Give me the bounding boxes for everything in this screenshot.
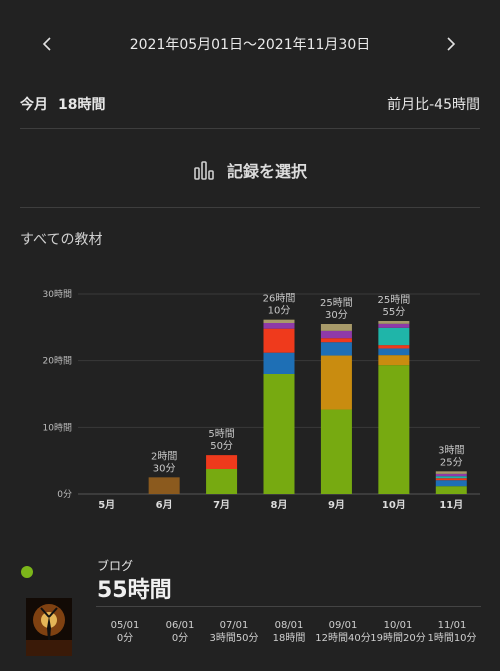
monthly-date: 06/01	[165, 620, 195, 631]
bar-segment	[378, 321, 410, 324]
monthly-value: 3時間50分	[209, 633, 259, 644]
monthly-value: 18時間	[272, 633, 306, 644]
bar-total-label: 2時間	[151, 450, 177, 462]
bar-total-label: 25時間	[377, 294, 410, 306]
y-tick-label: 10時間	[43, 422, 72, 433]
next-period-button[interactable]	[436, 30, 466, 58]
y-tick-label: 20時間	[43, 356, 72, 367]
bar-segment	[435, 476, 467, 479]
bar-segment	[320, 338, 352, 343]
monthly-date: 05/01	[110, 620, 140, 631]
bar-segment	[378, 327, 410, 346]
monthly-cell: 05/01 0分	[96, 606, 154, 645]
bar-segment	[320, 342, 352, 356]
bar-segment	[378, 345, 410, 349]
monthly-cell: 07/01 3時間50分	[205, 606, 263, 645]
subject-title: すべての教材	[20, 232, 103, 248]
bar-segment	[206, 455, 238, 469]
bar-total-label: 30分	[153, 462, 176, 474]
monthly-date: 07/01	[219, 620, 249, 631]
bar-segment	[435, 471, 467, 474]
monthly-cell: 11/01 1時間10分	[423, 606, 481, 645]
y-tick-label: 0分	[57, 489, 72, 500]
x-tick-label: 8月	[271, 499, 288, 511]
date-navigator: 2021年05月01日〜2021年11月30日	[0, 0, 500, 88]
select-record-button[interactable]: 記録を選択	[0, 150, 500, 190]
bar-total-label: 25時間	[320, 297, 353, 309]
category-total: 55時間	[97, 578, 172, 603]
x-tick-label: 10月	[382, 499, 406, 511]
monthly-summary: 今月 18時間 前月比-45時間	[20, 90, 480, 114]
monthly-value: 19時間20分	[370, 633, 426, 644]
bar-total-label: 5時間	[208, 428, 234, 440]
bar-segment	[435, 480, 467, 487]
bar-segment	[206, 469, 238, 494]
bar-chart-icon	[194, 161, 214, 180]
bar-segment	[320, 324, 352, 331]
x-tick-label: 11月	[439, 499, 463, 511]
date-range: 2021年05月01日〜2021年11月30日	[129, 37, 371, 53]
bar-segment	[378, 348, 410, 356]
monthly-value: 12時間40分	[315, 633, 371, 644]
divider	[20, 128, 480, 129]
bar-segment	[435, 478, 467, 481]
x-tick-label: 6月	[156, 499, 173, 511]
monthly-value: 1時間10分	[427, 633, 477, 644]
chevron-left-icon	[42, 37, 51, 51]
category-color-dot	[21, 566, 33, 578]
bar-segment	[320, 409, 352, 494]
bar-segment	[435, 473, 467, 477]
bar-segment	[378, 365, 410, 494]
bar-total-label: 26時間	[263, 293, 296, 305]
monthly-date: 11/01	[437, 620, 467, 631]
bar-total-label: 55分	[382, 306, 405, 318]
bar-total-label: 30分	[325, 309, 348, 321]
monthly-date: 08/01	[274, 620, 304, 631]
category-monthly-list: 05/01 0分 06/01 0分 07/01 3時間50分 08/01 18時間 09…	[96, 606, 486, 666]
bar-segment	[263, 319, 295, 323]
bar-segment	[320, 330, 352, 339]
category-name: ブログ	[97, 559, 134, 573]
bar-total-label: 25分	[440, 456, 463, 468]
monthly-cell: 10/01 19時間20分	[369, 606, 427, 645]
bar-total-label: 10分	[268, 305, 291, 317]
bar-segment	[378, 323, 410, 328]
select-record-label: 記録を選択	[226, 162, 307, 181]
divider	[20, 207, 480, 208]
monthly-cell: 06/01 0分	[151, 606, 209, 645]
current-month-value: 18時間	[58, 97, 106, 113]
chevron-right-icon	[447, 37, 456, 51]
bar-segment	[435, 486, 467, 494]
monthly-cell: 08/01 18時間	[260, 606, 318, 645]
monthly-date: 09/01	[328, 620, 358, 631]
previous-month-comparison: 前月比-45時間	[387, 97, 480, 113]
bar-segment	[148, 477, 180, 494]
previous-period-button[interactable]	[32, 30, 62, 58]
current-month: 今月 18時間	[20, 94, 105, 114]
x-tick-label: 5月	[98, 499, 115, 511]
bar-segment	[263, 328, 295, 353]
monthly-value: 0分	[116, 633, 134, 644]
bar-segment	[263, 323, 295, 329]
bar-segment	[263, 374, 295, 494]
bar-segment	[320, 355, 352, 410]
bar-total-label: 3時間	[438, 444, 464, 456]
concert-image	[26, 598, 72, 656]
category-thumbnail[interactable]	[26, 598, 72, 656]
bar-segment	[378, 355, 410, 366]
bar-segment	[263, 352, 295, 374]
bar-total-label: 50分	[210, 440, 233, 452]
monthly-date: 10/01	[383, 620, 413, 631]
x-tick-label: 9月	[328, 499, 345, 511]
current-month-label: 今月	[20, 97, 48, 113]
x-tick-label: 7月	[213, 499, 230, 511]
monthly-cell: 09/01 12時間40分	[314, 606, 372, 645]
monthly-value: 0分	[171, 633, 189, 644]
y-tick-label: 30時間	[43, 289, 72, 300]
